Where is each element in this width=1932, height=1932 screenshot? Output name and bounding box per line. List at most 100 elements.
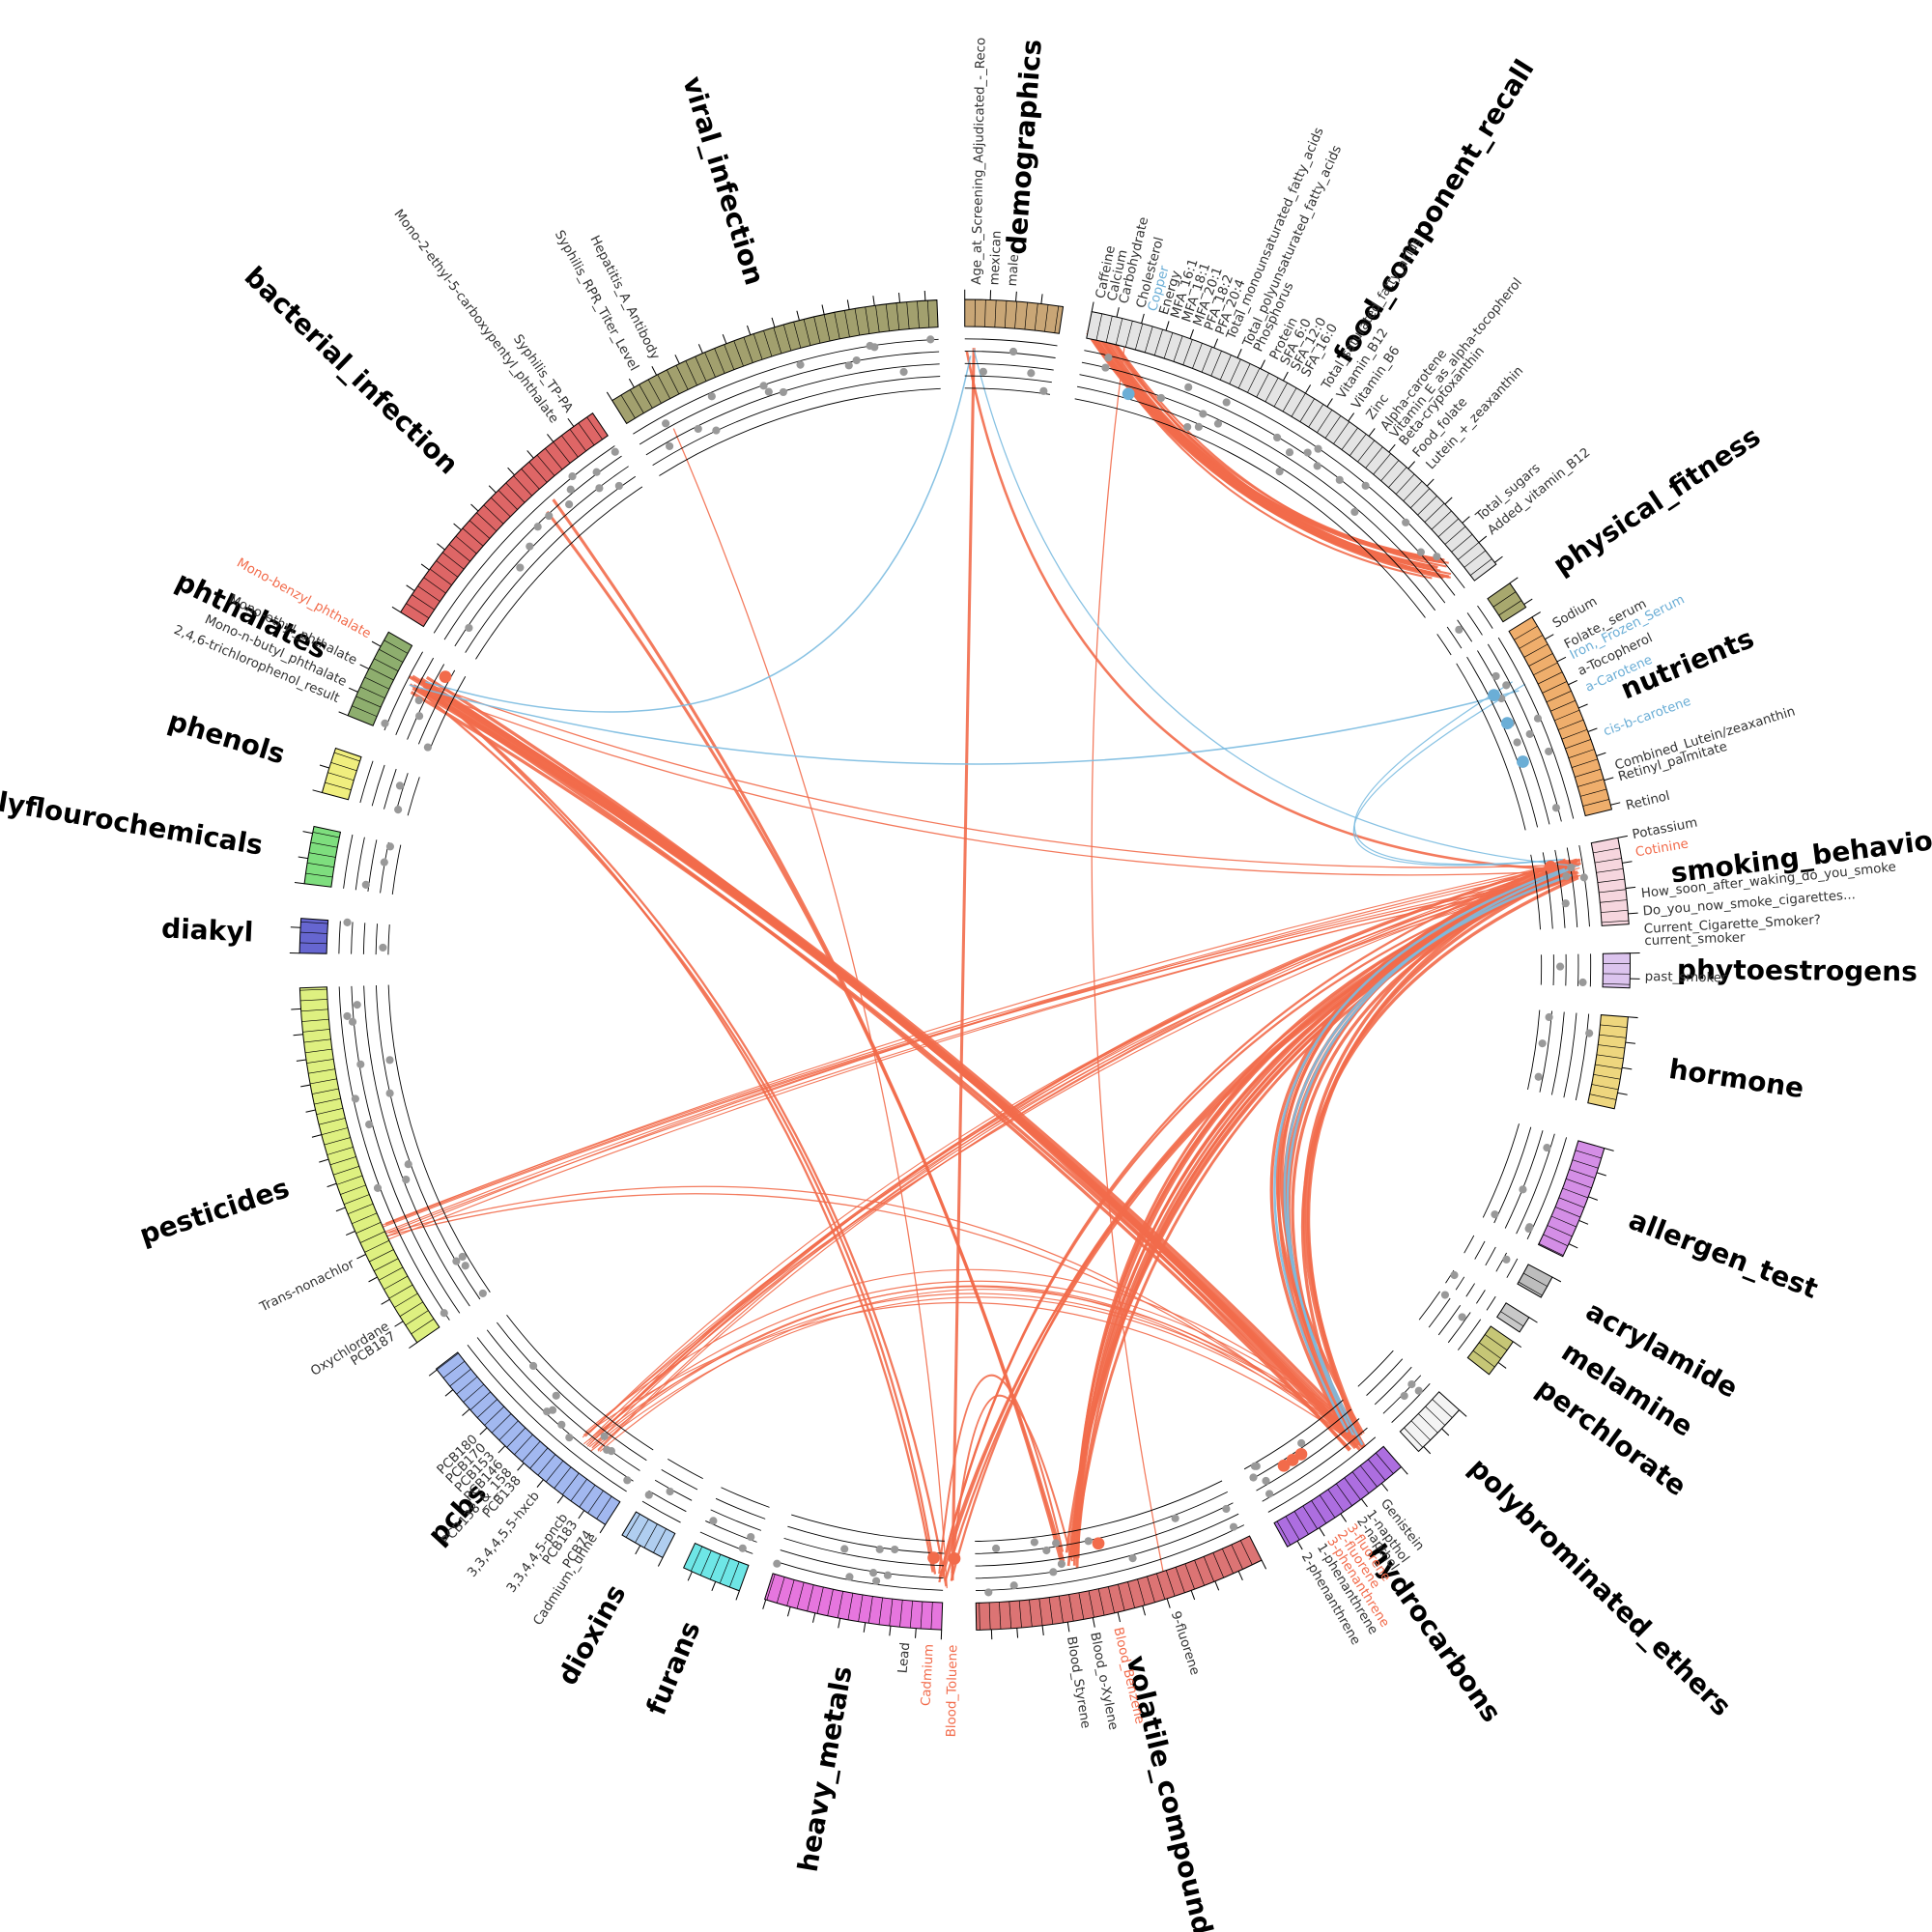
link	[427, 683, 1359, 1449]
link	[383, 872, 1579, 1228]
track	[1550, 1011, 1565, 1095]
group-label: phytoestrogens	[1677, 953, 1918, 987]
bar-divider	[306, 1059, 334, 1064]
track	[1493, 1126, 1532, 1224]
bar-divider	[469, 520, 491, 539]
bar-divider	[1203, 1556, 1215, 1582]
link	[421, 682, 934, 1573]
track	[506, 1315, 654, 1451]
bar-divider	[724, 344, 735, 370]
bar-divider	[300, 1009, 328, 1012]
track	[371, 764, 385, 807]
track	[418, 669, 456, 745]
bar-divider	[1519, 635, 1544, 649]
link	[951, 348, 976, 1581]
bar-divider	[885, 303, 890, 331]
point	[404, 1160, 412, 1169]
bar-divider	[449, 1368, 471, 1387]
bar-divider	[1523, 643, 1548, 658]
bar-divider	[1351, 1471, 1370, 1494]
bar-divider	[1344, 1477, 1361, 1500]
tick	[497, 1445, 506, 1454]
point	[1183, 422, 1192, 432]
track	[476, 1337, 634, 1482]
track	[380, 841, 389, 894]
bar-divider	[1029, 1600, 1033, 1628]
highlight-point	[1092, 1537, 1105, 1550]
link	[1094, 331, 1452, 576]
track	[387, 984, 491, 1293]
bar-divider	[1229, 358, 1241, 384]
tick	[1444, 497, 1453, 505]
point	[1042, 1546, 1051, 1555]
track	[633, 338, 939, 435]
bar-divider	[930, 1602, 933, 1630]
tick	[1509, 577, 1519, 584]
bar-divider	[476, 1399, 497, 1418]
track	[363, 985, 470, 1307]
bar-divider	[1210, 351, 1222, 377]
track	[964, 375, 1052, 384]
bar-divider	[1368, 1459, 1386, 1481]
point	[845, 1573, 854, 1581]
bar-divider	[657, 374, 670, 399]
tick	[536, 1479, 544, 1488]
bar-divider	[369, 668, 394, 681]
link	[409, 684, 1520, 765]
link	[598, 1293, 1360, 1435]
bar-divider	[1105, 315, 1113, 343]
track	[497, 1321, 647, 1462]
bar-divider	[1173, 335, 1183, 362]
bar-divider	[1357, 440, 1376, 463]
bar-divider	[635, 1519, 649, 1544]
bar-divider	[1127, 1581, 1135, 1608]
link	[938, 865, 1575, 1578]
point	[1433, 553, 1441, 561]
bar-divider	[1603, 983, 1631, 985]
tick	[462, 1408, 470, 1416]
bar-divider	[513, 475, 532, 497]
bar-divider	[456, 1376, 478, 1395]
bar-divider	[379, 648, 404, 663]
bar-divider	[303, 1038, 331, 1043]
point	[1128, 1554, 1137, 1563]
variable-label: Lead	[896, 1642, 914, 1674]
bar-divider	[1324, 415, 1342, 439]
bar-divider	[324, 1137, 351, 1146]
track	[1554, 849, 1566, 928]
point	[1440, 1291, 1450, 1299]
tick	[1260, 359, 1265, 370]
bar-divider	[1600, 899, 1628, 903]
point	[365, 1120, 374, 1129]
bar-divider	[899, 1600, 903, 1628]
tick	[651, 366, 658, 376]
bar-divider	[553, 441, 571, 464]
variable-label: mexican	[987, 230, 1004, 285]
bar-divider	[1593, 1074, 1621, 1080]
bar-divider	[1124, 321, 1133, 348]
bar-divider	[653, 1528, 667, 1553]
point	[1545, 747, 1553, 755]
bar-divider	[299, 931, 327, 934]
bar-divider	[629, 389, 644, 413]
tick	[479, 1427, 488, 1435]
bar-divider	[1395, 473, 1415, 495]
bar-divider	[399, 1301, 423, 1317]
tick	[674, 355, 680, 364]
tick	[311, 1134, 322, 1138]
point	[1052, 1539, 1061, 1548]
tick	[298, 856, 308, 860]
point	[883, 1571, 893, 1579]
point	[1455, 625, 1463, 634]
bar-divider	[733, 340, 744, 367]
point	[1350, 507, 1359, 517]
group-label: physical_fitness	[1548, 420, 1767, 582]
bar-divider	[625, 1514, 640, 1538]
point	[1416, 548, 1425, 556]
bar-divider	[1595, 1064, 1623, 1069]
link	[672, 428, 948, 1589]
bar-divider	[304, 1048, 332, 1054]
track	[791, 1514, 945, 1542]
tick	[391, 606, 401, 613]
bar-divider	[1479, 1342, 1502, 1359]
